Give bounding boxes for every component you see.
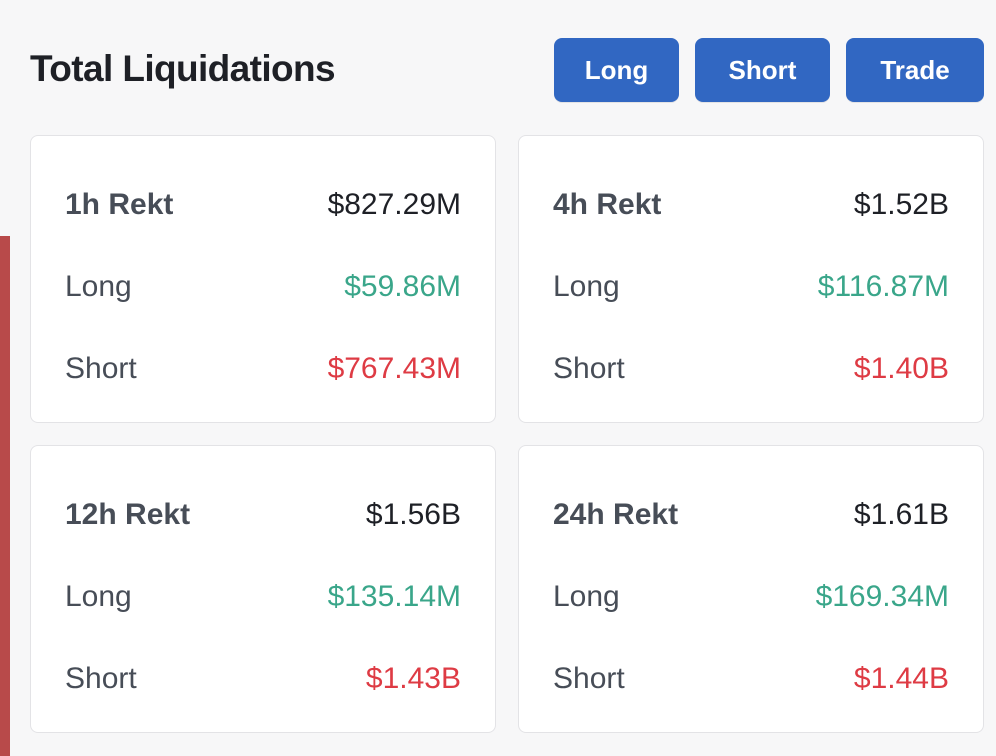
long-label: Long xyxy=(65,270,132,303)
short-liquidation-value: $1.40B xyxy=(853,352,949,385)
liquidation-card-12h: 12h Rekt $1.56B Long $135.14M Short $1.4… xyxy=(30,445,496,733)
long-row: Long $169.34M xyxy=(553,577,949,617)
short-row: Short $1.44B xyxy=(553,659,949,699)
short-label: Short xyxy=(65,352,137,385)
period-label: 4h Rekt xyxy=(553,188,662,221)
long-liquidation-value: $59.86M xyxy=(344,270,461,303)
short-button[interactable]: Short xyxy=(695,38,830,102)
short-liquidation-value: $1.44B xyxy=(853,662,949,695)
short-row: Short $1.40B xyxy=(553,349,949,389)
period-label: 24h Rekt xyxy=(553,498,679,531)
short-liquidation-value: $767.43M xyxy=(327,352,461,385)
liquidation-card-1h: 1h Rekt $827.29M Long $59.86M Short $767… xyxy=(30,135,496,423)
card-summary-row: 24h Rekt $1.61B xyxy=(553,495,949,535)
long-label: Long xyxy=(65,580,132,613)
liquidation-card-4h: 4h Rekt $1.52B Long $116.87M Short $1.40… xyxy=(518,135,984,423)
long-button[interactable]: Long xyxy=(554,38,679,102)
short-label: Short xyxy=(553,352,625,385)
long-liquidation-value: $135.14M xyxy=(327,580,461,613)
liquidation-cards-grid: 1h Rekt $827.29M Long $59.86M Short $767… xyxy=(30,135,984,733)
long-row: Long $135.14M xyxy=(65,577,461,617)
long-liquidation-value: $116.87M xyxy=(817,270,949,303)
page-title: Total Liquidations xyxy=(30,48,336,89)
short-row: Short $1.43B xyxy=(65,659,461,699)
long-label: Long xyxy=(553,270,620,303)
total-liquidation-value: $827.29M xyxy=(327,188,461,221)
period-label: 12h Rekt xyxy=(65,498,191,531)
total-liquidation-value: $1.52B xyxy=(853,188,949,221)
short-row: Short $767.43M xyxy=(65,349,461,389)
short-label: Short xyxy=(65,662,137,695)
long-row: Long $116.87M xyxy=(553,267,949,307)
short-liquidation-value: $1.43B xyxy=(365,662,461,695)
long-row: Long $59.86M xyxy=(65,267,461,307)
card-summary-row: 12h Rekt $1.56B xyxy=(65,495,461,535)
card-summary-row: 1h Rekt $827.29M xyxy=(65,185,461,225)
long-liquidation-value: $169.34M xyxy=(815,580,949,613)
page-header: Total Liquidations Long Short Trade xyxy=(30,38,984,102)
action-buttons: Long Short Trade xyxy=(554,38,984,102)
liquidation-card-24h: 24h Rekt $1.61B Long $169.34M Short $1.4… xyxy=(518,445,984,733)
card-summary-row: 4h Rekt $1.52B xyxy=(553,185,949,225)
total-liquidation-value: $1.56B xyxy=(365,498,461,531)
long-label: Long xyxy=(553,580,620,613)
short-label: Short xyxy=(553,662,625,695)
total-liquidation-value: $1.61B xyxy=(853,498,949,531)
trade-button[interactable]: Trade xyxy=(846,38,984,102)
period-label: 1h Rekt xyxy=(65,188,174,221)
left-accent-bar xyxy=(0,236,10,756)
